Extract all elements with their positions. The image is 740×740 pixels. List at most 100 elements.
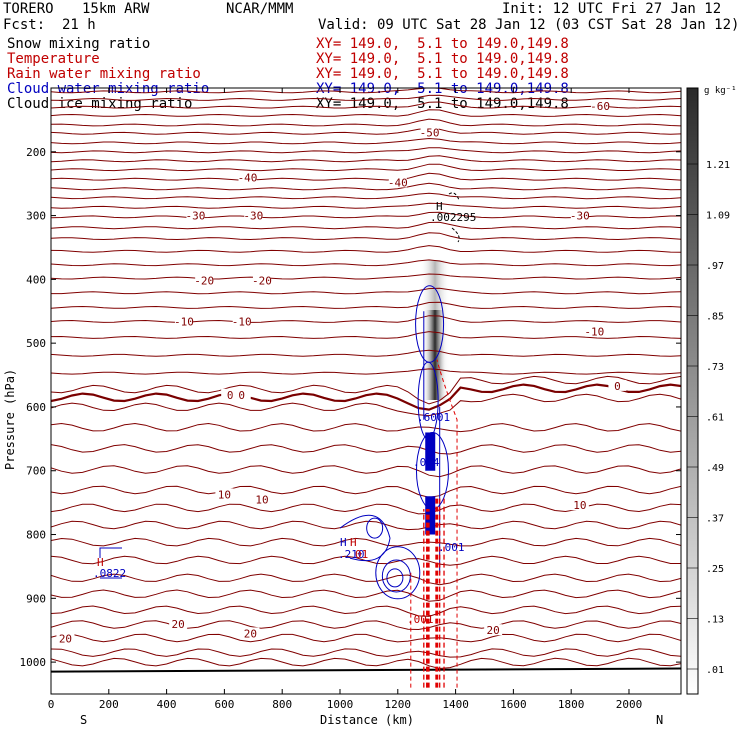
contour-label-bg [570, 209, 589, 221]
temperature-contour-label: 20 [487, 624, 500, 637]
isotherm [51, 94, 681, 101]
rain-left-label: 01 [355, 548, 368, 561]
colorbar-label: .37 [706, 514, 724, 525]
isotherm [51, 172, 681, 181]
isotherm [51, 485, 681, 498]
colorbar-label: .01 [706, 665, 724, 676]
temperature-contour-label: -20 [194, 275, 214, 288]
isotherm [51, 88, 681, 94]
cloudwater-top-label: .6001 [417, 411, 450, 424]
contour-label-bg [232, 315, 251, 327]
contour-label-bg [252, 493, 271, 505]
x-tick-label: 1000 [327, 698, 354, 711]
rain-water-contour [426, 496, 439, 688]
cloud-water-core [425, 496, 436, 535]
isotherm [51, 232, 681, 241]
isotherm [51, 137, 681, 145]
y-tick-label: 300 [26, 210, 46, 223]
contour-label-bg [484, 624, 503, 636]
left-blob-contour [99, 547, 122, 579]
isotherm [51, 163, 681, 172]
isotherm [51, 301, 681, 309]
temperature-contour-label: -40 [388, 176, 408, 189]
rain-left-h: H [350, 536, 357, 549]
isotherm [51, 331, 681, 339]
temperature-contour-label: -50 [420, 127, 440, 140]
field-temperature-xy: XY= 149.0, 5.1 to 149.0,149.8 [316, 51, 569, 67]
field-cloudwater-name: Cloud water mixing ratio [7, 81, 210, 97]
x-tick-label: 1200 [385, 698, 412, 711]
isotherm [51, 245, 681, 253]
isotherm [51, 259, 681, 267]
north-label: N [656, 713, 663, 727]
y-tick-label: 400 [26, 273, 46, 286]
isotherm [51, 192, 681, 200]
temperature-contour-label: -10 [232, 315, 252, 328]
contour-label-bg [186, 209, 205, 221]
temperature-labels: -60-50-40 -40-30 -30 -30-20 -20-10 -10-100 001… [56, 99, 627, 646]
isotherm [51, 375, 681, 405]
rain-water-contours [410, 359, 458, 688]
isotherm [51, 648, 681, 658]
temperature-contour-label: 0 [614, 380, 621, 393]
field-temperature-name: Temperature [7, 51, 100, 67]
temperature-contour-label: -10 [174, 315, 194, 328]
init-time: Init: 12 UTC Fri 27 Jan 12 [502, 1, 722, 17]
isotherm [51, 202, 681, 209]
isotherm [51, 633, 681, 643]
temperature-contour-label: -20 [252, 275, 272, 288]
valid-time: Valid: 09 UTC Sat 28 Jan 12 (03 CST Sat … [318, 17, 740, 33]
y-tick-label: 800 [26, 529, 46, 542]
temperature-contour-label: -30 [570, 210, 590, 223]
org-label: NCAR/MMM [226, 1, 294, 17]
cloud-water-contour [423, 311, 441, 573]
rain-water-contour [423, 496, 445, 688]
contour-label-bg [591, 99, 610, 111]
temperature-contour-label: -10 [584, 326, 604, 339]
field-snow-xy: XY= 149.0, 5.1 to 149.0,149.8 [316, 36, 569, 52]
isotherm [51, 422, 681, 433]
isotherm [51, 368, 681, 375]
cloudwater-right-label: .001 [438, 541, 465, 554]
x-tick-label: 2000 [616, 698, 643, 711]
contour-label-bg [221, 388, 240, 400]
left-blob-h: H [97, 556, 104, 569]
contour-label-bg [169, 617, 188, 629]
temperature-contour-label: 10 [218, 488, 231, 501]
y-tick-label: 200 [26, 146, 46, 159]
colorbar-label: 1.09 [706, 211, 730, 222]
cloud-water-core [425, 432, 436, 471]
model-name: TORERO [3, 1, 54, 17]
isotherm [51, 573, 681, 586]
cloudwater-left-label: .210 [338, 548, 365, 561]
temperature-contour-label: 10 [255, 493, 268, 506]
field-snow-name: Snow mixing ratio [7, 36, 151, 52]
y-tick-label: 500 [26, 337, 46, 350]
y-tick-label: 600 [26, 401, 46, 414]
isotherm [51, 147, 681, 154]
colorbar-label: .49 [706, 463, 724, 474]
field-cloudwater-xy: XY= 149.0, 5.1 to 149.0,149.8 [316, 81, 569, 97]
colorbar-label: 1.21 [706, 160, 730, 171]
cloudwater-left-h: H [340, 536, 347, 549]
contour-label-bg [244, 209, 263, 221]
rain-low-label: .001 [407, 613, 434, 626]
colorbar-label: .61 [706, 413, 724, 424]
temperature-contour-label: 0 [227, 389, 234, 402]
isotherm [51, 444, 681, 455]
temperature-contour-label: -30 [186, 210, 206, 223]
temperature-contour-label: -30 [243, 210, 263, 223]
isotherm [51, 273, 681, 280]
isotherm [51, 465, 681, 478]
cloud-water-contour [375, 546, 421, 600]
isotherm [51, 287, 681, 295]
isotherm [51, 221, 681, 230]
temperature-contour-label: 20 [59, 633, 72, 646]
colorbar-label: .73 [706, 362, 724, 373]
isotherm [51, 101, 681, 109]
colorbar-label: .13 [706, 615, 724, 626]
forecast-hours: 21 h [62, 17, 96, 33]
temperature-contour-label: 20 [244, 627, 257, 640]
